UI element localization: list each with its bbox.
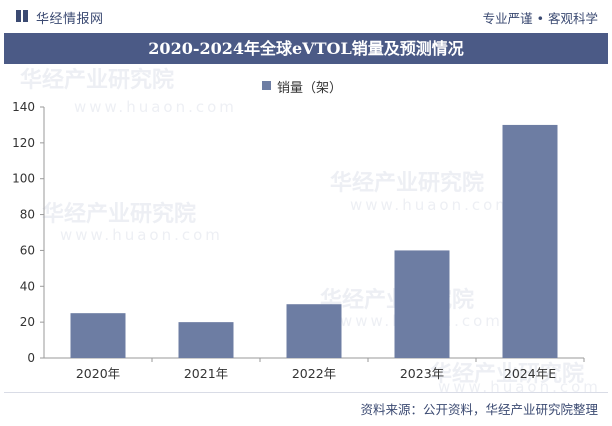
legend-swatch bbox=[262, 81, 271, 90]
chart-title: 2020-2024年全球eVTOL销量及预测情况 bbox=[148, 39, 464, 58]
bar bbox=[70, 313, 126, 358]
header: 华经情报网 专业严谨 • 客观科学 bbox=[0, 0, 612, 32]
legend-label: 销量（架） bbox=[277, 81, 343, 96]
y-tick-label: 40 bbox=[20, 279, 35, 293]
bar bbox=[502, 124, 558, 358]
source-note: 资料来源：公开资料，华经产业研究院整理 bbox=[360, 402, 598, 417]
logo-icon bbox=[16, 10, 28, 22]
x-tick-label: 2021年 bbox=[184, 366, 228, 381]
bar bbox=[394, 250, 450, 358]
bar bbox=[178, 322, 234, 358]
y-tick-label: 100 bbox=[12, 172, 35, 186]
y-tick-label: 80 bbox=[20, 208, 35, 222]
y-tick-label: 20 bbox=[20, 315, 35, 329]
y-tick-label: 0 bbox=[27, 351, 35, 365]
footer-divider bbox=[4, 392, 608, 393]
brand-name: 华经情报网 bbox=[36, 12, 104, 27]
slogan: 专业严谨 • 客观科学 bbox=[482, 11, 598, 26]
x-tick-label: 2022年 bbox=[292, 366, 336, 381]
x-tick-label: 2023年 bbox=[400, 366, 444, 381]
y-tick-label: 120 bbox=[12, 136, 35, 150]
x-tick-label: 2024年E bbox=[504, 366, 556, 381]
y-tick-label: 60 bbox=[20, 243, 35, 257]
bar bbox=[286, 304, 342, 358]
title-bar: 2020-2024年全球eVTOL销量及预测情况 bbox=[4, 33, 608, 64]
y-tick-label: 140 bbox=[12, 100, 35, 114]
x-tick-label: 2020年 bbox=[76, 366, 120, 381]
